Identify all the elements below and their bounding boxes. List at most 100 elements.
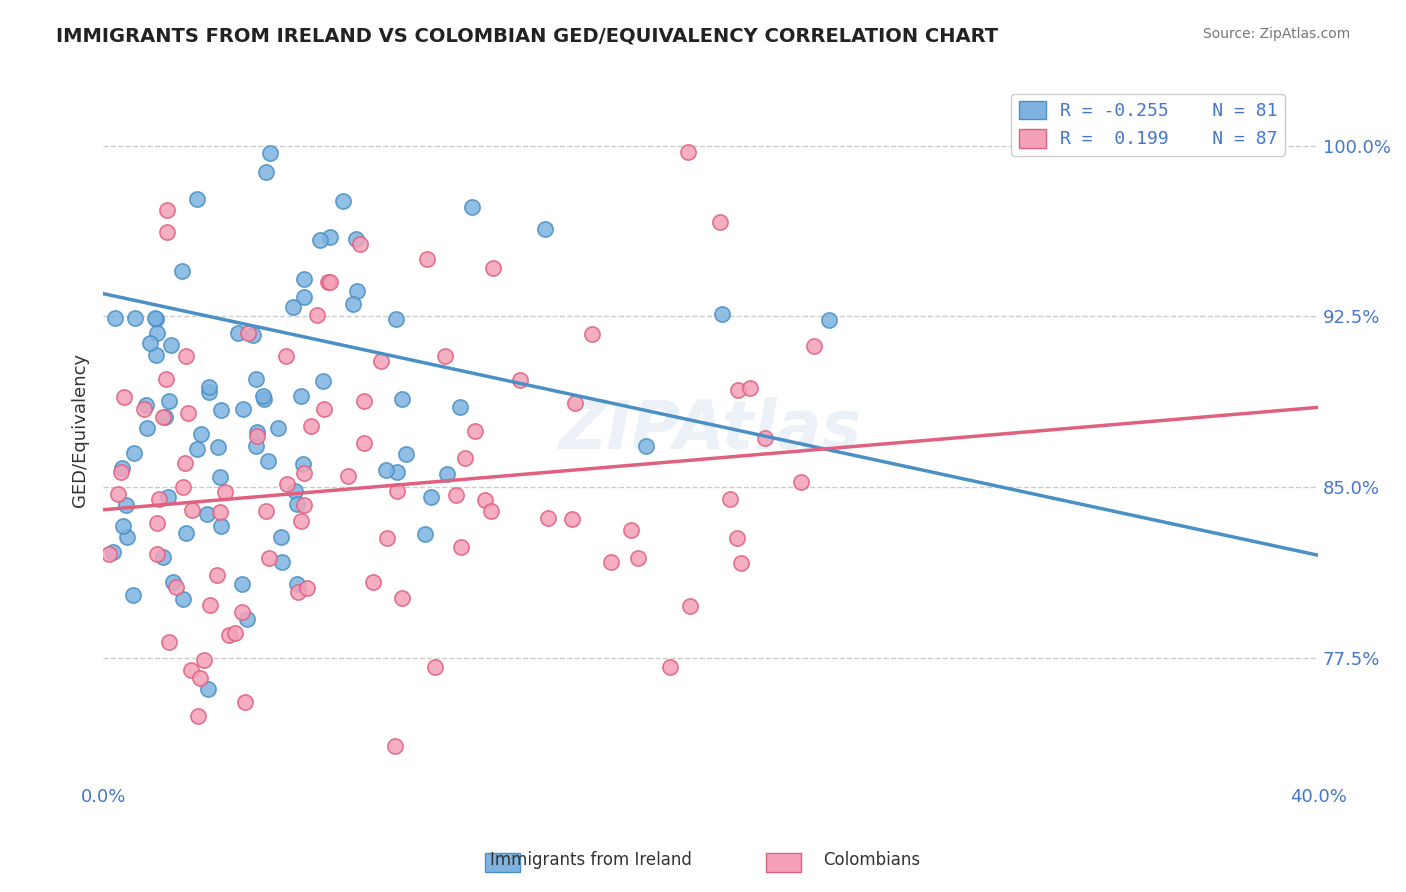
Point xyxy=(197,682,219,697)
Point xyxy=(332,194,354,208)
Point xyxy=(205,568,228,582)
Point xyxy=(387,465,409,479)
Point xyxy=(299,418,322,433)
Point xyxy=(676,145,699,159)
Point xyxy=(174,526,197,541)
Y-axis label: GED/Equivalency: GED/Equivalency xyxy=(72,353,89,508)
Point xyxy=(679,599,702,613)
Point xyxy=(292,458,315,472)
Point xyxy=(152,410,174,425)
Point xyxy=(193,653,215,667)
Point xyxy=(479,504,502,518)
Point xyxy=(259,146,281,161)
Point xyxy=(444,487,467,501)
Point xyxy=(464,424,486,438)
Point xyxy=(226,326,249,340)
Point xyxy=(292,272,315,286)
Point xyxy=(257,551,280,566)
Point xyxy=(180,664,202,678)
Point xyxy=(581,326,603,341)
Point xyxy=(214,485,236,500)
Point xyxy=(236,326,259,341)
Point xyxy=(197,379,219,393)
Text: Immigrants from Ireland: Immigrants from Ireland xyxy=(489,851,692,869)
Point xyxy=(218,628,240,642)
Point xyxy=(290,514,312,528)
Point xyxy=(245,439,267,453)
Point xyxy=(375,531,398,545)
Point xyxy=(174,349,197,363)
Point xyxy=(297,581,319,595)
Point xyxy=(285,498,308,512)
Point xyxy=(561,511,583,525)
Point xyxy=(232,402,254,417)
Point xyxy=(454,450,477,465)
Point xyxy=(284,484,307,499)
Point xyxy=(122,446,145,460)
Legend: R = -0.255    N = 81, R =  0.199    N = 87: R = -0.255 N = 81, R = 0.199 N = 87 xyxy=(1011,94,1285,156)
Point xyxy=(98,547,121,561)
Point xyxy=(198,598,221,612)
Point xyxy=(195,507,218,521)
Point xyxy=(186,192,208,206)
Point xyxy=(157,490,180,504)
Point xyxy=(270,530,292,544)
FancyBboxPatch shape xyxy=(766,853,801,872)
Point xyxy=(416,252,439,266)
Point xyxy=(157,635,180,649)
Point xyxy=(818,313,841,327)
Point xyxy=(730,556,752,570)
Point xyxy=(709,215,731,229)
Point xyxy=(727,383,749,397)
Point xyxy=(146,516,169,530)
Point xyxy=(231,605,253,619)
Point xyxy=(153,409,176,424)
Point xyxy=(276,477,298,491)
Point xyxy=(309,233,332,247)
Point xyxy=(246,425,269,440)
Point xyxy=(754,431,776,445)
Point xyxy=(190,427,212,442)
Point xyxy=(160,338,183,352)
Text: Source: ZipAtlas.com: Source: ZipAtlas.com xyxy=(1202,27,1350,41)
Point xyxy=(319,275,342,289)
Point xyxy=(188,671,211,685)
Point xyxy=(112,518,135,533)
Point xyxy=(312,402,335,417)
Point xyxy=(165,580,187,594)
Point xyxy=(658,660,681,674)
Point xyxy=(242,328,264,343)
Point xyxy=(370,354,392,368)
Point xyxy=(395,447,418,461)
Point xyxy=(233,695,256,709)
Point xyxy=(256,453,278,467)
Point xyxy=(114,498,136,512)
Point xyxy=(135,398,157,412)
Point xyxy=(245,372,267,386)
Text: IMMIGRANTS FROM IRELAND VS COLOMBIAN GED/EQUIVALENCY CORRELATION CHART: IMMIGRANTS FROM IRELAND VS COLOMBIAN GED… xyxy=(56,27,998,45)
Point xyxy=(305,308,328,322)
Point xyxy=(156,203,179,218)
Point xyxy=(122,588,145,602)
Point xyxy=(290,389,312,403)
Point xyxy=(274,349,297,363)
Point xyxy=(413,526,436,541)
Point xyxy=(254,165,277,179)
Point xyxy=(384,739,406,754)
Point xyxy=(209,469,232,483)
Point xyxy=(449,400,471,414)
Point xyxy=(208,505,231,519)
Point xyxy=(155,372,177,386)
Point xyxy=(292,467,315,481)
Point xyxy=(385,484,408,499)
Point xyxy=(209,403,232,417)
Point xyxy=(117,530,139,544)
Point xyxy=(111,460,134,475)
Point xyxy=(172,480,194,494)
Point xyxy=(391,591,413,605)
Point xyxy=(143,311,166,326)
Point xyxy=(346,285,368,299)
Point xyxy=(146,326,169,341)
Point xyxy=(132,401,155,416)
Point xyxy=(718,492,741,507)
